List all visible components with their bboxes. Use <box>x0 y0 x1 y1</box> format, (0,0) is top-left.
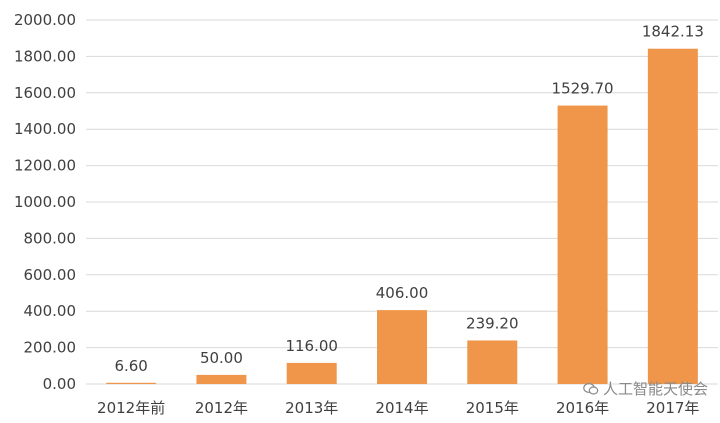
y-tick-label: 1800.00 <box>14 47 76 65</box>
x-tick-label: 2013年 <box>285 399 338 417</box>
bar <box>467 340 518 384</box>
bar <box>196 374 247 384</box>
x-tick-label: 2015年 <box>466 399 519 417</box>
watermark: 人工智能天使会 <box>583 378 708 399</box>
wechat-icon <box>583 382 599 395</box>
y-tick-label: 400.00 <box>24 302 77 320</box>
y-tick-label: 0.00 <box>43 375 76 393</box>
x-tick-label: 2017年 <box>646 399 699 417</box>
x-tick-label: 2012年前 <box>97 399 165 417</box>
y-tick-label: 1000.00 <box>14 193 76 211</box>
data-label: 1529.70 <box>552 80 614 98</box>
y-tick-label: 800.00 <box>24 229 77 247</box>
bar <box>647 48 698 385</box>
data-label: 239.20 <box>466 314 519 332</box>
x-tick-label: 2014年 <box>375 399 428 417</box>
bar <box>106 382 157 384</box>
bar <box>557 105 608 384</box>
x-tick-label: 2012年 <box>195 399 248 417</box>
data-label: 406.00 <box>376 284 429 302</box>
data-label: 6.60 <box>114 357 147 375</box>
bar <box>286 362 337 384</box>
y-tick-label: 2000.00 <box>14 11 76 29</box>
y-tick-label: 1600.00 <box>14 84 76 102</box>
y-tick-label: 1200.00 <box>14 157 76 175</box>
y-tick-label: 1400.00 <box>14 120 76 138</box>
watermark-text: 人工智能天使会 <box>602 380 708 398</box>
data-label: 1842.13 <box>642 23 704 41</box>
x-tick-label: 2016年 <box>556 399 609 417</box>
data-label: 116.00 <box>285 337 338 355</box>
y-tick-label: 600.00 <box>24 266 77 284</box>
bar <box>377 310 427 384</box>
y-tick-label: 200.00 <box>24 339 77 357</box>
data-label: 50.00 <box>200 349 243 367</box>
